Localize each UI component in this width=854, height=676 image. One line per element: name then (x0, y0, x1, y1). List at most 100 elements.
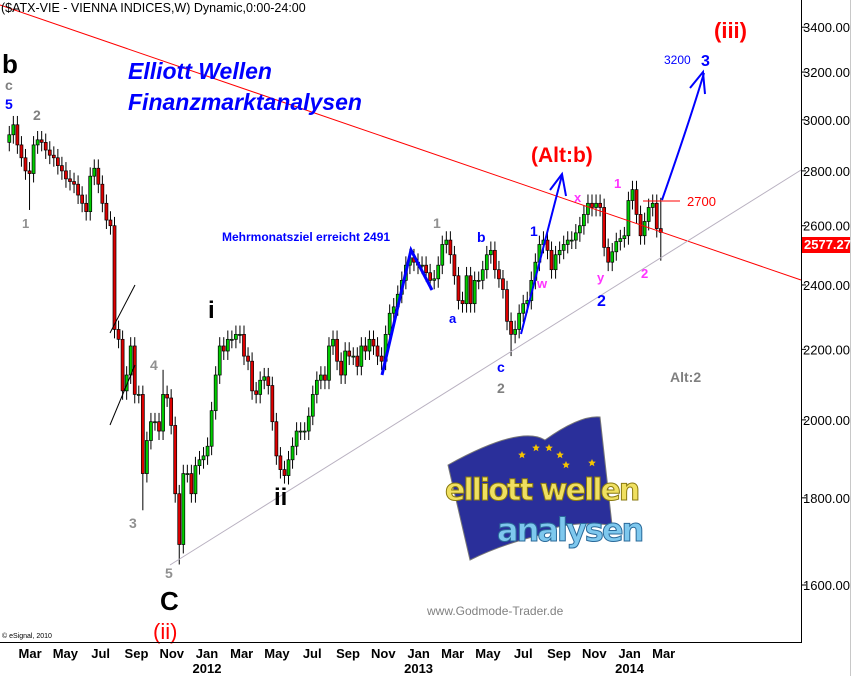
candle-body (88, 175, 93, 212)
star-icon (556, 451, 564, 459)
wave-label: 1 (614, 176, 621, 191)
candle-body (294, 430, 299, 447)
candle-body (177, 493, 182, 545)
candle (327, 337, 331, 390)
candle (88, 167, 93, 221)
candle (505, 280, 509, 331)
candle-body (359, 345, 364, 367)
wave-label: c (5, 77, 13, 93)
candle (157, 412, 161, 440)
candle (460, 291, 465, 313)
trend-lines (0, 4, 802, 566)
candle (294, 422, 299, 456)
candle (468, 266, 473, 313)
candle-body (51, 154, 56, 159)
candle-body (221, 345, 226, 352)
wave-label: (iii) (714, 18, 747, 43)
candle (266, 367, 271, 395)
candle-body (545, 239, 550, 251)
candle-body (371, 338, 376, 347)
copyright: © eSignal, 2010 (2, 632, 52, 640)
candle-body (582, 214, 586, 227)
candle (464, 266, 469, 313)
candle (355, 347, 360, 376)
candle (622, 226, 627, 248)
candle (594, 194, 598, 217)
wave-label: Alt:2 (670, 369, 701, 385)
candle (561, 235, 566, 260)
candle (278, 447, 283, 479)
y-tick-label: 2200.00 (803, 342, 850, 357)
candle-body (92, 167, 97, 177)
channel-line-1 (109, 284, 136, 334)
candle-body (444, 239, 449, 245)
candle (68, 170, 72, 191)
candle (213, 366, 218, 420)
x-tick-label: Sep (125, 646, 149, 661)
wave-label: 3 (701, 53, 710, 70)
target-reached-arrow (380, 245, 434, 376)
candle (347, 342, 352, 366)
candle (15, 115, 20, 154)
candle-body (331, 338, 335, 347)
candle-body (379, 355, 384, 362)
wave-3-arrow (661, 72, 705, 201)
candle (371, 330, 376, 355)
last-price-marker: 2577.27 (802, 237, 851, 253)
wave-label: 2700 (687, 194, 716, 209)
y-tick-label: 2000.00 (803, 413, 850, 428)
y-tick-label: 2600.00 (803, 219, 850, 234)
candle (642, 212, 647, 245)
candle (27, 162, 32, 210)
candle-body (278, 455, 283, 470)
wave-label: C (160, 586, 179, 616)
y-tick-label: 1800.00 (803, 491, 850, 506)
candle (112, 216, 117, 339)
candle-body (335, 338, 339, 362)
candle (319, 366, 323, 390)
candle-body (594, 202, 598, 208)
logo-text-top: elliott wellen (445, 473, 639, 508)
candle-body (254, 390, 258, 395)
elliott-wellen-logo: elliott wellen analysen (445, 416, 645, 561)
x-tick-label: Jan (196, 646, 218, 661)
candle-body (225, 338, 230, 352)
candle (173, 416, 178, 503)
candle (72, 172, 76, 194)
candle-body (497, 269, 501, 280)
candle-body (153, 421, 157, 424)
candle (484, 245, 489, 279)
candle-body (11, 124, 16, 136)
candle (153, 412, 157, 431)
candle-body (622, 235, 627, 239)
candle (149, 412, 153, 450)
star-icon (518, 451, 526, 459)
candle (246, 347, 250, 371)
candle-body (586, 202, 590, 215)
candle-body (258, 379, 263, 395)
candle-body (39, 139, 44, 143)
candle-body (108, 219, 113, 227)
candle (509, 312, 513, 357)
wave-label: (Alt:b) (531, 144, 593, 167)
candle-body (626, 200, 631, 237)
candle-body (569, 239, 574, 242)
wave-label: b (2, 49, 18, 79)
candle-body (72, 181, 76, 185)
candle-body (290, 445, 295, 461)
candle-body (509, 320, 513, 335)
candle-body (80, 194, 84, 204)
candle-body (205, 445, 210, 457)
candle-body (424, 264, 428, 274)
candle-body (124, 374, 129, 392)
candle-body (618, 238, 623, 242)
candle (634, 180, 639, 224)
candle-body (234, 334, 238, 340)
candle (440, 235, 445, 275)
candle-body (242, 334, 246, 357)
resistance-line (0, 4, 802, 281)
candle (100, 175, 105, 213)
wave-label: 2 (33, 107, 41, 123)
candle-body (76, 183, 80, 196)
